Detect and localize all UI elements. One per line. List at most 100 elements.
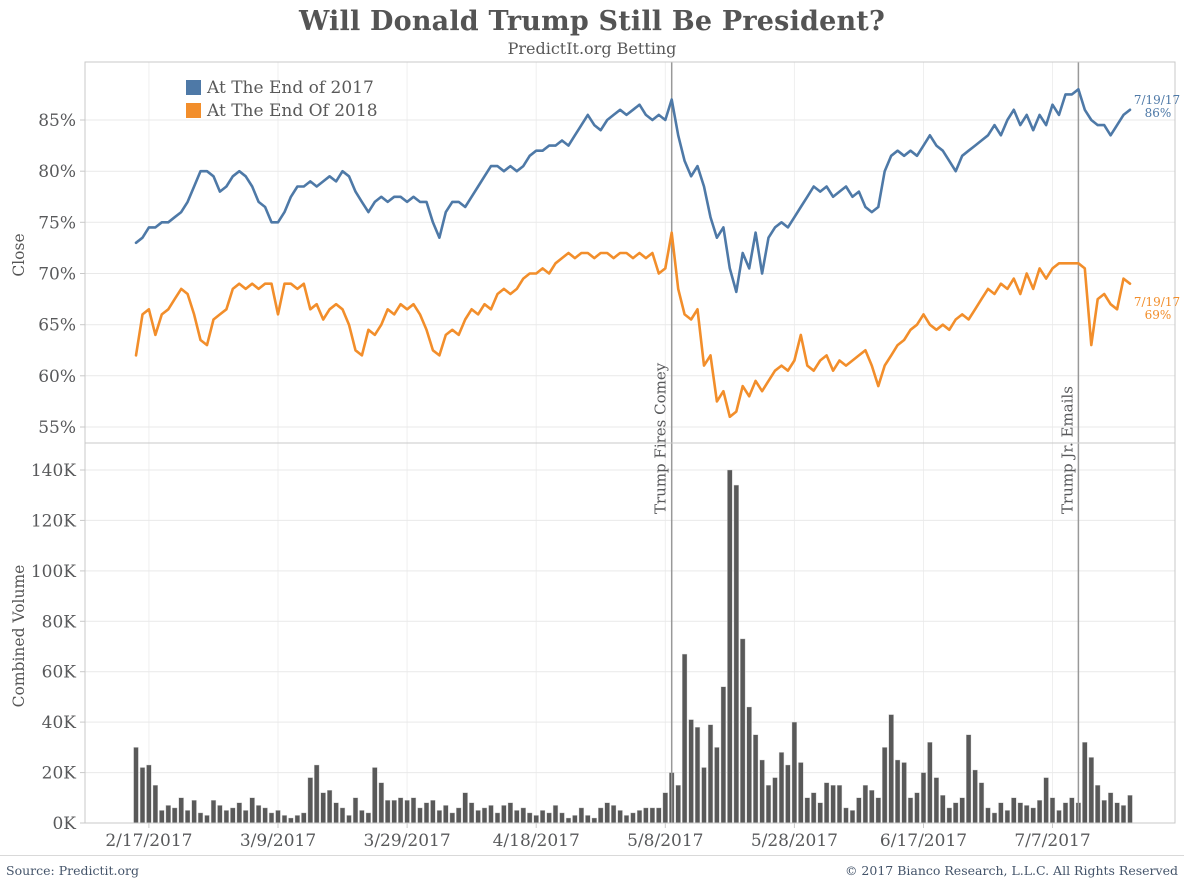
volume-bar: [1004, 810, 1011, 824]
close-lines: [134, 88, 1132, 419]
volume-bar: [720, 686, 727, 824]
volume-bar: [552, 805, 559, 824]
volume-bar: [449, 812, 455, 824]
volume-bar: [391, 800, 397, 824]
volume-bar: [475, 810, 481, 824]
volume-bar: [817, 802, 823, 824]
volume-bar: [966, 734, 972, 824]
volume-bar: [223, 810, 230, 824]
volume-bar: [456, 807, 462, 824]
volume-bar: [1114, 802, 1120, 824]
x-tick-label: 7/7/2017: [1014, 831, 1090, 851]
volume-bar: [694, 727, 701, 824]
volume-bar: [991, 812, 998, 824]
vertical-gridlines: [148, 62, 1053, 828]
volume-bar: [385, 800, 391, 824]
volume-bar: [327, 790, 333, 824]
volume-bar: [204, 815, 210, 824]
footer: Source: Predictit.org © 2017 Bianco Rese…: [0, 855, 1184, 884]
volume-bar: [404, 800, 410, 824]
volume-bar: [888, 714, 894, 824]
volume-bar: [275, 810, 281, 824]
volume-bar: [133, 747, 139, 824]
volume-bar: [604, 802, 610, 824]
volume-bar: [759, 759, 765, 824]
volume-bar: [998, 802, 1004, 824]
volume-bar: [443, 805, 449, 824]
volume-bar: [649, 807, 656, 824]
volume-bar: [565, 817, 572, 824]
volume-bar: [359, 810, 365, 824]
legend-swatch: [186, 80, 201, 95]
x-tick-label: 6/17/2017: [880, 831, 967, 851]
volume-bar: [1127, 795, 1133, 824]
volume-bar: [191, 800, 197, 824]
x-tick-label: 3/9/2017: [240, 831, 316, 851]
volume-bar: [675, 785, 681, 824]
volume-bar: [152, 785, 159, 824]
chart-subtitle: PredictIt.org Betting: [507, 39, 677, 58]
volume-bar: [862, 785, 869, 824]
volume-bar: [430, 800, 436, 824]
volume-bar: [843, 807, 849, 824]
y-tick-label: 140K: [31, 461, 76, 481]
volume-bar: [559, 812, 565, 824]
volume-bar: [578, 807, 585, 824]
volume-bar: [1017, 802, 1023, 824]
y-tick-label: 120K: [31, 511, 76, 531]
volume-bar: [365, 812, 372, 824]
y-tick-label: 65%: [38, 316, 76, 336]
volume-bar: [630, 812, 636, 824]
horizontal-gridlines: [80, 119, 1175, 824]
volume-bar: [481, 807, 488, 824]
event-annotations: Trump Fires Comey Trump Jr. Emails: [652, 62, 1080, 823]
volume-bar: [591, 817, 597, 824]
volume-bar: [210, 800, 217, 824]
volume-bar: [436, 810, 443, 824]
volume-bar: [417, 807, 423, 824]
volume-bar: [165, 805, 171, 824]
volume-bar: [701, 767, 707, 824]
volume-bar: [643, 807, 649, 824]
x-tick-label: 2/17/2017: [105, 831, 192, 851]
volume-bar: [940, 795, 946, 824]
volume-bar: [636, 810, 643, 824]
volume-bar: [753, 734, 759, 824]
volume-bar: [230, 807, 236, 824]
volume-bar: [662, 792, 668, 824]
y-axis-title-volume: Combined Volume: [10, 565, 28, 708]
volume-bar: [507, 802, 514, 824]
svg-text:86%: 86%: [1145, 106, 1172, 120]
volume-bar: [217, 805, 223, 824]
volume-bar: [946, 807, 952, 824]
volume-bar: [1095, 785, 1101, 824]
volume-bar: [765, 785, 772, 824]
volume-bar: [1088, 757, 1094, 824]
y-tick-label: 80%: [38, 162, 76, 182]
volume-bar: [772, 777, 778, 824]
event-label: Trump Jr. Emails: [1058, 386, 1076, 514]
volume-bar: [1011, 797, 1017, 824]
volume-bar: [172, 807, 178, 824]
volume-bar: [333, 802, 339, 824]
volume-bar: [875, 797, 881, 824]
y-tick-label: 60%: [38, 367, 76, 387]
svg-text:69%: 69%: [1145, 308, 1172, 322]
volume-bar: [184, 810, 191, 824]
volume-bar: [352, 797, 359, 824]
y-tick-label: 55%: [38, 418, 76, 438]
svg-text:7/19/17: 7/19/17: [1134, 93, 1180, 107]
volume-bar: [139, 767, 146, 824]
volume-bar: [688, 719, 694, 824]
volume-bar: [249, 797, 255, 824]
y-tick-label: 70%: [38, 265, 76, 285]
volume-bar: [288, 817, 294, 824]
volume-bar: [1024, 805, 1030, 824]
volume-bar: [707, 724, 714, 824]
volume-bar: [959, 797, 965, 824]
volume-bar: [791, 721, 798, 824]
svg-text:7/19/17: 7/19/17: [1134, 295, 1180, 309]
volume-bar: [895, 759, 901, 824]
